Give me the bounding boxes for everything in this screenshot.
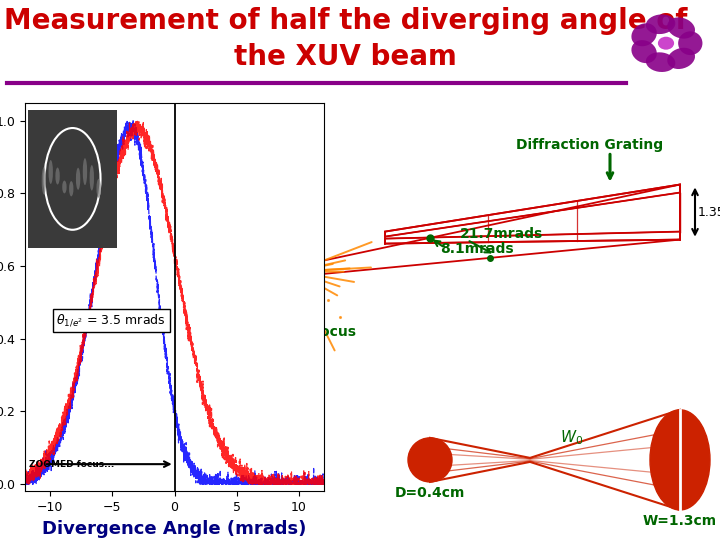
Ellipse shape xyxy=(96,179,101,198)
Text: $\theta_{1/e^2}$ = 3.5 mrads: $\theta_{1/e^2}$ = 3.5 mrads xyxy=(56,313,166,328)
Ellipse shape xyxy=(62,180,66,193)
Ellipse shape xyxy=(678,31,703,55)
Bar xyxy=(288,225,302,320)
Text: 21.7mrads: 21.7mrads xyxy=(460,227,544,241)
Ellipse shape xyxy=(631,40,657,63)
Ellipse shape xyxy=(408,438,452,482)
Ellipse shape xyxy=(48,160,53,184)
Text: Focus: Focus xyxy=(312,325,357,339)
Text: D=0.4cm: D=0.4cm xyxy=(395,486,465,500)
Text: Measurement of half the diverging angle of: Measurement of half the diverging angle … xyxy=(4,7,688,35)
Ellipse shape xyxy=(650,410,710,510)
Text: ZOOMED focus...: ZOOMED focus... xyxy=(29,460,114,469)
Ellipse shape xyxy=(667,48,695,69)
Text: 8.1mrads: 8.1mrads xyxy=(440,242,513,256)
Text: $W_0$: $W_0$ xyxy=(560,428,583,447)
Ellipse shape xyxy=(55,167,60,185)
Ellipse shape xyxy=(631,23,657,46)
Ellipse shape xyxy=(69,181,73,197)
Ellipse shape xyxy=(76,168,81,190)
Ellipse shape xyxy=(89,165,94,191)
Text: W=1.3cm: W=1.3cm xyxy=(643,514,717,528)
X-axis label: Divergence Angle (mrads): Divergence Angle (mrads) xyxy=(42,519,307,538)
FancyBboxPatch shape xyxy=(27,110,117,248)
Ellipse shape xyxy=(667,17,695,39)
Ellipse shape xyxy=(42,167,46,194)
Ellipse shape xyxy=(658,37,674,50)
Text: Diffraction Grating: Diffraction Grating xyxy=(516,138,664,152)
Text: the XUV beam: the XUV beam xyxy=(234,43,457,71)
Text: 1.35cm: 1.35cm xyxy=(698,206,720,219)
Ellipse shape xyxy=(646,15,675,34)
Ellipse shape xyxy=(83,158,87,185)
Ellipse shape xyxy=(288,314,302,326)
Ellipse shape xyxy=(646,52,675,72)
